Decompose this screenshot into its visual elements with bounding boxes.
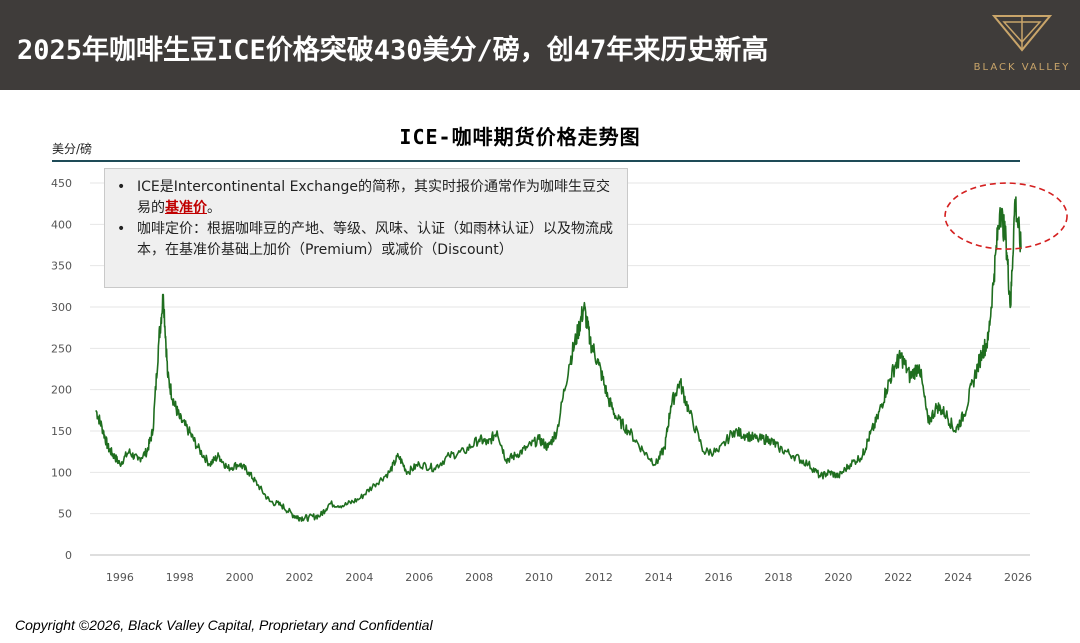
y-axis-ticks: 0 50 100 150 200 250 300 350 400 450 — [51, 177, 72, 562]
y-tick-label: 150 — [51, 425, 72, 438]
y-axis-unit-label: 美分/磅 — [52, 142, 93, 156]
copyright-footer: Copyright ©2026, Black Valley Capital, P… — [15, 617, 433, 633]
chart-title: ICE-咖啡期货价格走势图 — [399, 125, 641, 149]
y-tick-label: 300 — [51, 301, 72, 314]
company-logo: BLACK VALLEY — [968, 12, 1076, 84]
logo-brand-text: BLACK VALLEY — [973, 62, 1071, 73]
note-item-text: ICE是Intercontinental Exchange的简称，其实时报价通常… — [137, 179, 610, 216]
benchmark-price-highlight: 基准价 — [165, 200, 207, 216]
x-tick-label: 2020 — [824, 571, 852, 584]
record-high-highlight-ellipse — [944, 182, 1068, 250]
x-tick-label: 2002 — [286, 571, 314, 584]
y-tick-label: 50 — [58, 508, 72, 521]
x-tick-label: 2024 — [944, 571, 972, 584]
y-tick-label: 100 — [51, 466, 72, 479]
x-tick-label: 2022 — [884, 571, 912, 584]
y-tick-label: 0 — [65, 549, 72, 562]
bullet-icon: • — [117, 179, 126, 195]
title-divider — [52, 160, 1020, 162]
note-item-ice: • ICE是Intercontinental Exchange的简称，其实时报价… — [115, 177, 617, 219]
series-line-ice-coffee — [95, 196, 1022, 522]
x-axis-ticks: 1996 1998 2000 2002 2004 2006 2008 2010 2012 2014… — [106, 571, 1032, 584]
y-tick-label: 250 — [51, 342, 72, 355]
y-tick-label: 450 — [51, 177, 72, 190]
note-item-text: 咖啡定价：根据咖啡豆的产地、等级、风味、认证（如雨林认证）以及物流成本，在基准价… — [137, 221, 613, 258]
x-tick-label: 1998 — [166, 571, 194, 584]
x-tick-label: 2006 — [405, 571, 433, 584]
x-tick-label: 2000 — [226, 571, 254, 584]
x-tick-label: 2012 — [585, 571, 613, 584]
y-tick-label: 350 — [51, 260, 72, 273]
note-item-pricing: • 咖啡定价：根据咖啡豆的产地、等级、风味、认证（如雨林认证）以及物流成本，在基… — [115, 219, 617, 261]
note-item-text-end: 。 — [207, 200, 221, 216]
x-tick-label: 2014 — [645, 571, 673, 584]
x-tick-label: 2008 — [465, 571, 493, 584]
x-tick-label: 2004 — [345, 571, 373, 584]
y-tick-label: 200 — [51, 384, 72, 397]
black-valley-logo-icon — [991, 15, 1053, 52]
x-tick-label: 1996 — [106, 571, 134, 584]
x-tick-label: 2010 — [525, 571, 553, 584]
slide-header: 2025年咖啡生豆ICE价格突破430美分/磅，创47年来历史新高 BLACK … — [0, 0, 1080, 90]
bullet-icon: • — [117, 221, 126, 237]
x-tick-label: 2016 — [705, 571, 733, 584]
definition-note-box: • ICE是Intercontinental Exchange的简称，其实时报价… — [104, 168, 628, 288]
slide-title: 2025年咖啡生豆ICE价格突破430美分/磅，创47年来历史新高 — [17, 35, 769, 66]
x-tick-label: 2026 — [1004, 571, 1032, 584]
x-tick-label: 2018 — [765, 571, 793, 584]
y-tick-label: 400 — [51, 218, 72, 231]
